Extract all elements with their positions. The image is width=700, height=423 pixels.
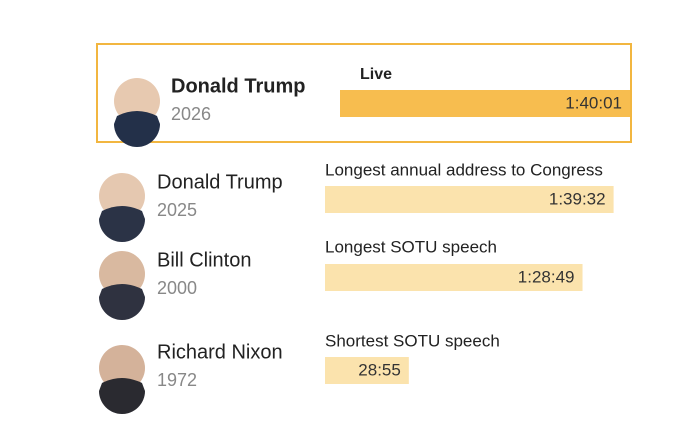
value-label: 1:28:49 — [518, 267, 575, 286]
caption: Shortest SOTU speech — [325, 331, 500, 350]
caption: Longest annual address to Congress — [325, 160, 603, 179]
avatars — [99, 78, 160, 414]
value-label: 28:55 — [358, 360, 401, 379]
caption: Live — [360, 66, 392, 83]
year: 2025 — [157, 200, 197, 220]
name: Bill Clinton — [157, 249, 251, 271]
bar — [325, 186, 614, 213]
value-label: 1:39:32 — [549, 189, 606, 208]
name: Richard Nixon — [157, 341, 283, 363]
name: Donald Trump — [157, 171, 283, 193]
avatar — [99, 173, 145, 219]
year: 2000 — [157, 278, 197, 298]
name: Donald Trump — [171, 75, 305, 97]
bar — [325, 357, 409, 384]
avatar-suit — [99, 284, 145, 320]
year: 1972 — [157, 370, 197, 390]
year: 2026 — [171, 104, 211, 124]
avatar — [99, 345, 145, 391]
value-label: 1:40:01 — [565, 93, 622, 112]
avatar-suit — [99, 378, 145, 414]
avatar-suit — [99, 206, 145, 242]
avatar — [99, 251, 145, 297]
bar — [340, 90, 630, 117]
avatar-suit — [114, 111, 160, 147]
caption: Longest SOTU speech — [325, 237, 497, 256]
bar — [325, 264, 583, 291]
avatar — [114, 78, 160, 124]
